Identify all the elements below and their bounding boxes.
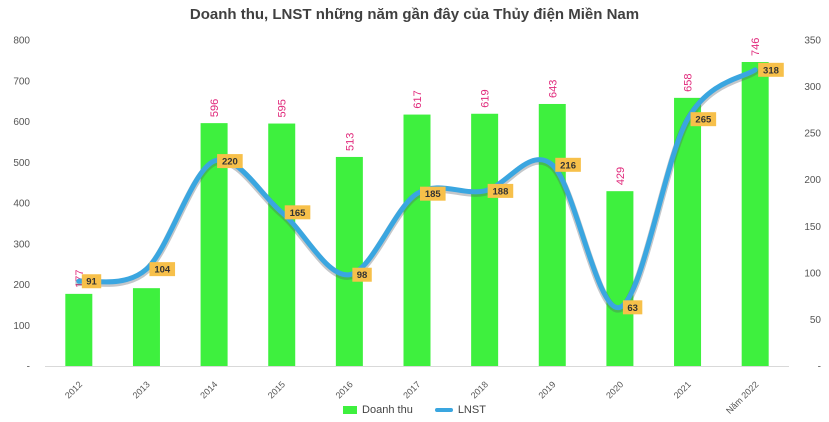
lnst-label-bg xyxy=(352,267,372,282)
lnst-label-bg xyxy=(420,186,446,201)
y-right-tick-label: 350 xyxy=(804,36,821,47)
x-tick-label: 2015 xyxy=(266,379,287,400)
legend-swatch-lnst xyxy=(434,408,453,412)
y-left-tick-label: 800 xyxy=(13,36,30,47)
bar xyxy=(741,62,769,366)
y-right-tick-label: 100 xyxy=(804,268,821,279)
bar-value-label: 513 xyxy=(344,133,356,151)
lnst-point-label: 188 xyxy=(493,186,509,197)
y-left-tick-label: 100 xyxy=(13,321,30,332)
x-tick-label: 2013 xyxy=(131,379,152,400)
lnst-label-bg xyxy=(149,262,176,277)
bar-value-label: 658 xyxy=(683,74,695,92)
bar xyxy=(132,288,160,366)
bar-value-label: 596 xyxy=(209,99,221,117)
bar xyxy=(538,103,566,366)
y-left-tick-label: 600 xyxy=(13,117,30,128)
lnst-label-bg xyxy=(622,300,643,315)
x-tick-label: 2014 xyxy=(198,379,219,400)
bar-value-label: 595 xyxy=(277,99,289,117)
lnst-point-label: 220 xyxy=(222,157,238,168)
lnst-label-bg xyxy=(758,62,784,77)
y-left-tick-label: 400 xyxy=(13,199,30,210)
bar xyxy=(606,191,634,366)
bar-value-label: 617 xyxy=(412,90,424,108)
lnst-label-bg xyxy=(217,154,243,169)
lnst-point-label: 185 xyxy=(425,189,442,200)
y-right-tick-label: - xyxy=(818,362,821,373)
lnst-point-label: 98 xyxy=(357,270,368,281)
x-tick-label: 2012 xyxy=(63,379,84,400)
x-tick-label: 2020 xyxy=(604,379,625,400)
bar xyxy=(335,156,363,366)
bar-value-label: 619 xyxy=(480,89,492,107)
lnst-point-label: 265 xyxy=(695,115,712,126)
y-left-tick-label: 500 xyxy=(13,158,30,169)
y-left-tick-label: 300 xyxy=(13,239,30,250)
lnst-label-bg xyxy=(555,157,581,172)
lnst-point-label: 104 xyxy=(154,265,171,276)
lnst-label-bg xyxy=(690,112,717,127)
lnst-label-bg xyxy=(487,183,514,198)
y-left-tick-label: - xyxy=(27,362,30,373)
x-tick-label: 2016 xyxy=(334,379,355,400)
lnst-point-label: 165 xyxy=(290,208,307,219)
y-left-tick-label: 700 xyxy=(13,76,30,87)
legend-swatch-doanh-thu xyxy=(343,406,358,414)
bar-value-label: 746 xyxy=(750,38,762,56)
bar-value-label: 643 xyxy=(547,80,559,98)
legend-item-doanh-thu: Doanh thu xyxy=(343,404,413,416)
y-right-tick-label: 250 xyxy=(804,129,821,140)
legend-item-lnst: LNST xyxy=(434,404,486,416)
y-right-tick-label: 50 xyxy=(810,315,822,326)
bar xyxy=(403,114,431,366)
lnst-point-label: 63 xyxy=(627,303,638,314)
lnst-label-bg xyxy=(81,274,102,289)
bar xyxy=(268,123,296,366)
x-tick-label: 2019 xyxy=(536,379,557,400)
y-right-tick-label: 300 xyxy=(804,82,821,93)
x-tick-label: 2021 xyxy=(672,379,693,400)
x-tick-label: 2017 xyxy=(401,379,422,400)
bar xyxy=(471,113,499,366)
legend-label-lnst: LNST xyxy=(457,404,486,416)
chart-title: Doanh thu, LNST những năm gần đây của Th… xyxy=(189,6,640,23)
bar-value-label: 429 xyxy=(615,167,627,185)
y-right-tick-label: 150 xyxy=(804,222,821,233)
lnst-label-bg xyxy=(284,205,311,220)
y-left-tick-label: 200 xyxy=(13,280,30,291)
y-right-tick-label: 200 xyxy=(804,175,821,186)
lnst-point-label: 318 xyxy=(763,65,779,76)
legend-label-doanh-thu: Doanh thu xyxy=(362,404,413,416)
bar xyxy=(65,293,93,366)
x-tick-label: 2018 xyxy=(469,379,490,400)
lnst-point-label: 216 xyxy=(560,160,576,171)
lnst-point-label: 91 xyxy=(86,277,97,288)
legend: Doanh thu LNST xyxy=(0,404,829,416)
